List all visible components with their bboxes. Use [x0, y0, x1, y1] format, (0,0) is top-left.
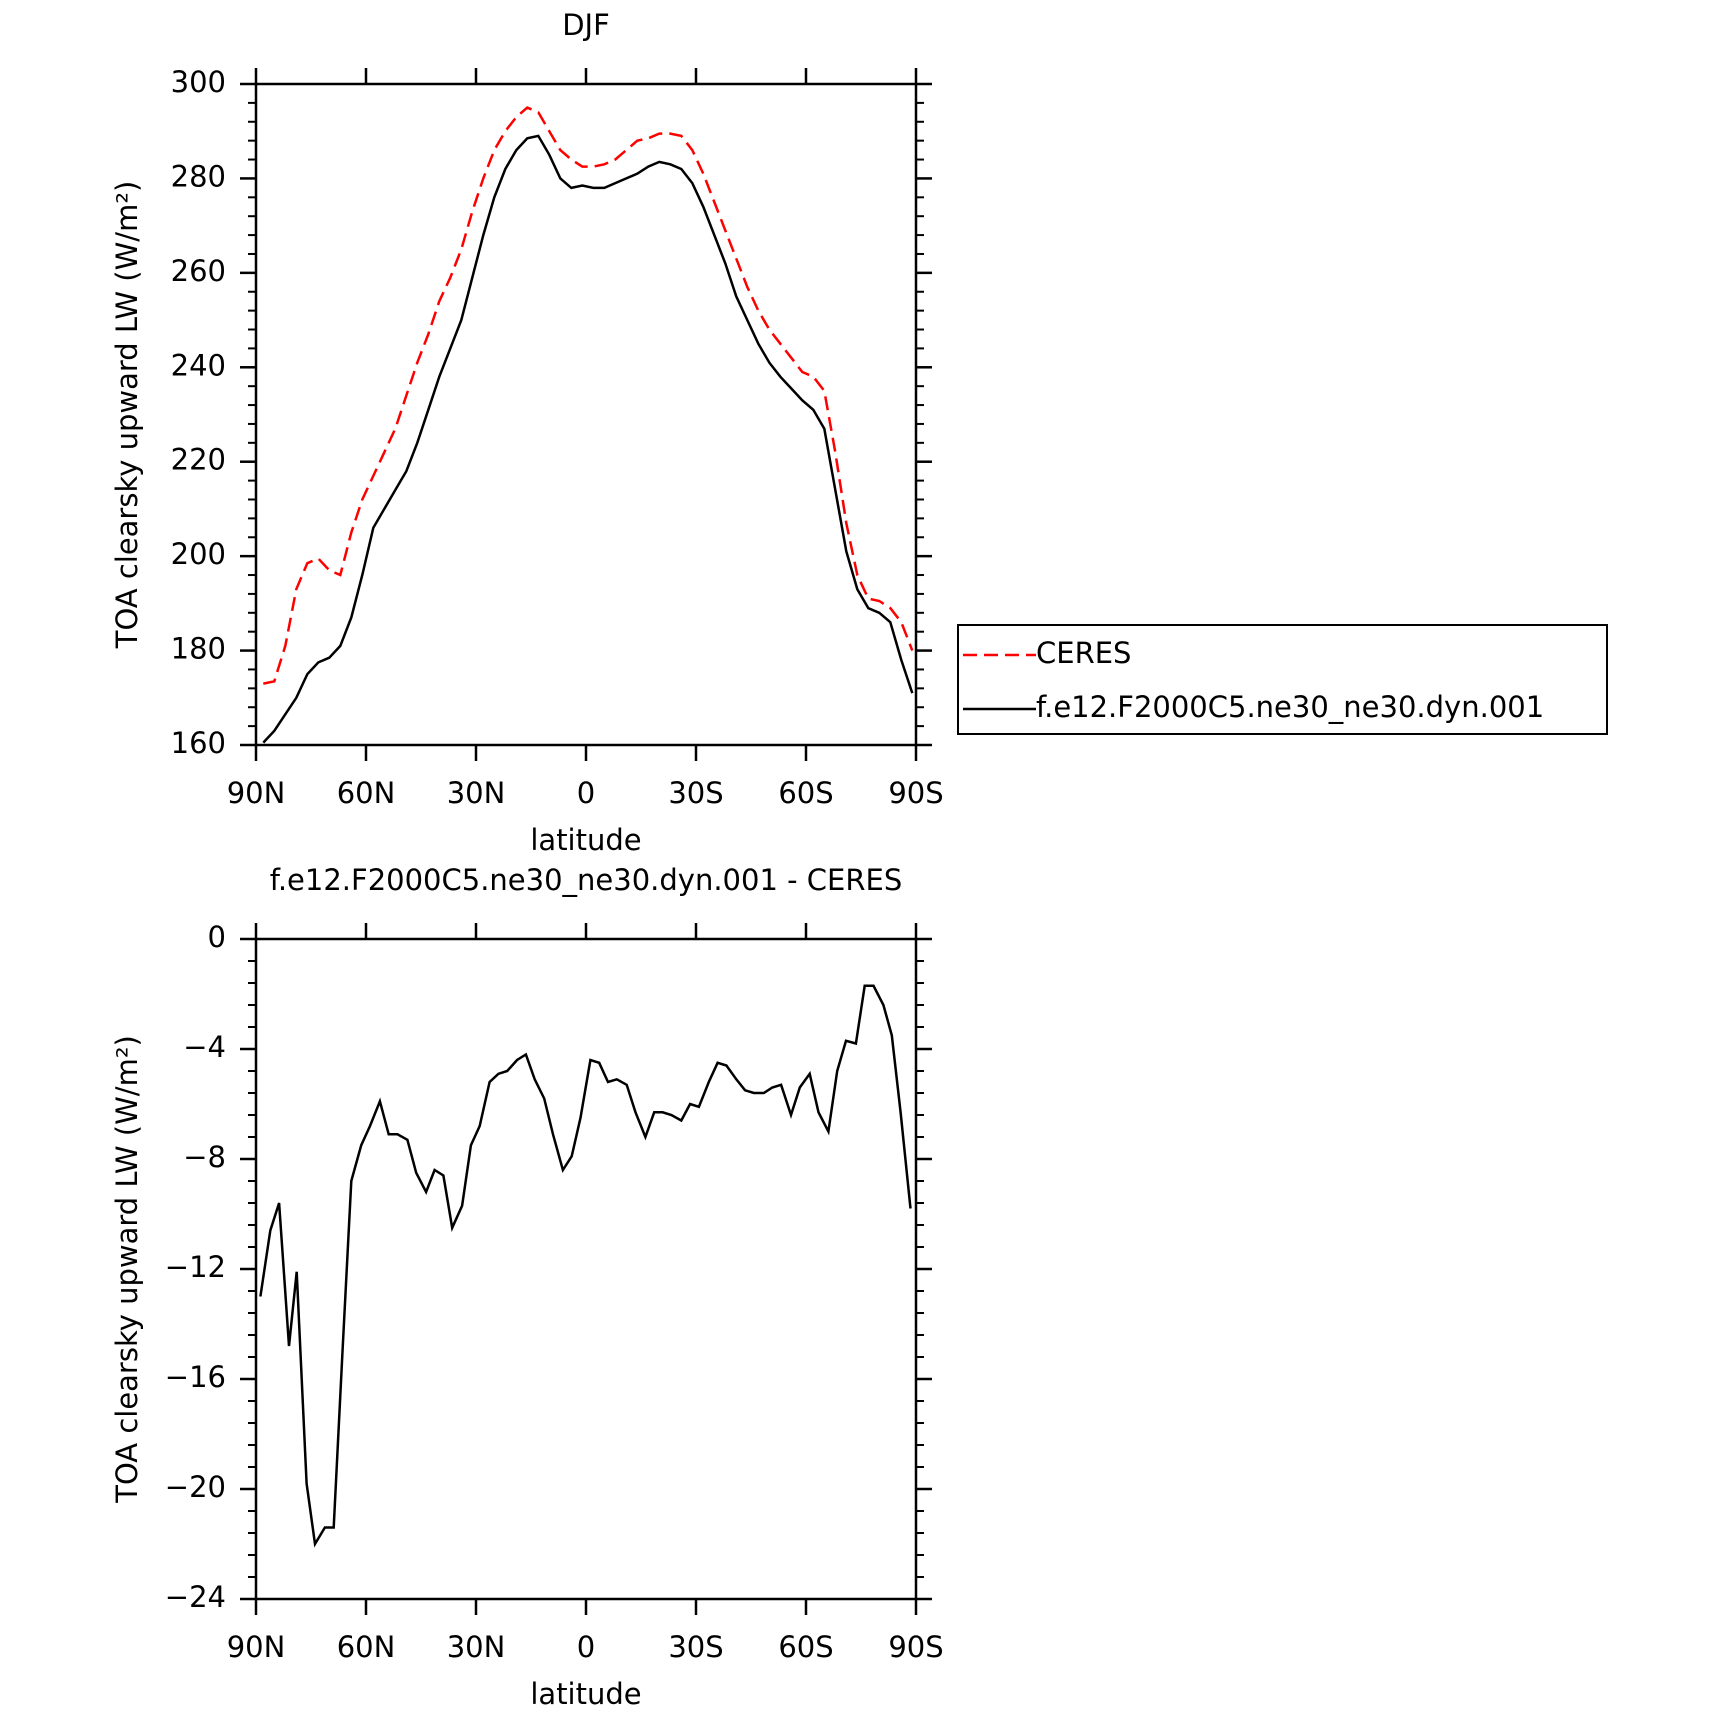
x-tick-label: 60S	[778, 1630, 833, 1664]
x-tick-label: 90S	[888, 1630, 943, 1664]
x-tick-label: 60N	[337, 776, 396, 810]
x-tick-label: 30N	[447, 776, 506, 810]
y-tick-label: −12	[165, 1250, 226, 1284]
chart-title: f.e12.F2000C5.ne30_ne30.dyn.001 - CERES	[270, 863, 903, 897]
x-tick-label: 60S	[778, 776, 833, 810]
y-tick-label: 200	[171, 537, 226, 571]
x-tick-label: 30N	[447, 1630, 506, 1664]
data-line	[263, 106, 914, 685]
x-axis-label: latitude	[530, 823, 641, 857]
legend-label: f.e12.F2000C5.ne30_ne30.dyn.001	[1036, 690, 1544, 724]
y-tick-label: 220	[171, 443, 226, 477]
x-tick-label: 90S	[888, 776, 943, 810]
y-tick-label: −4	[183, 1030, 226, 1064]
y-axis-label: TOA clearsky upward LW (W/m²)	[110, 181, 144, 650]
x-tick-label: 30S	[668, 776, 723, 810]
x-tick-label: 30S	[668, 1630, 723, 1664]
y-tick-label: −24	[165, 1580, 226, 1614]
y-tick-label: −20	[165, 1470, 226, 1504]
y-tick-label: 0	[208, 920, 226, 954]
y-tick-label: 180	[171, 632, 226, 666]
x-axis-label: latitude	[530, 1677, 641, 1711]
y-tick-label: 160	[171, 726, 226, 760]
y-axis-label: TOA clearsky upward LW (W/m²)	[110, 1035, 144, 1504]
x-tick-label: 90N	[227, 1630, 286, 1664]
x-tick-label: 60N	[337, 1630, 396, 1664]
data-line	[259, 984, 912, 1548]
y-tick-label: 300	[171, 65, 226, 99]
plot-frame	[254, 937, 918, 1601]
y-tick-label: 260	[171, 254, 226, 288]
data-line	[262, 134, 914, 744]
x-tick-label: 0	[577, 1630, 595, 1664]
y-tick-label: −8	[183, 1140, 226, 1174]
y-tick-label: −16	[165, 1360, 226, 1394]
y-tick-label: 280	[171, 159, 226, 193]
y-tick-label: 240	[171, 348, 226, 382]
chart-title: DJF	[562, 8, 610, 42]
x-tick-label: 0	[577, 776, 595, 810]
legend-box	[957, 624, 1608, 735]
legend-label: CERES	[1036, 636, 1131, 670]
x-tick-label: 90N	[227, 776, 286, 810]
